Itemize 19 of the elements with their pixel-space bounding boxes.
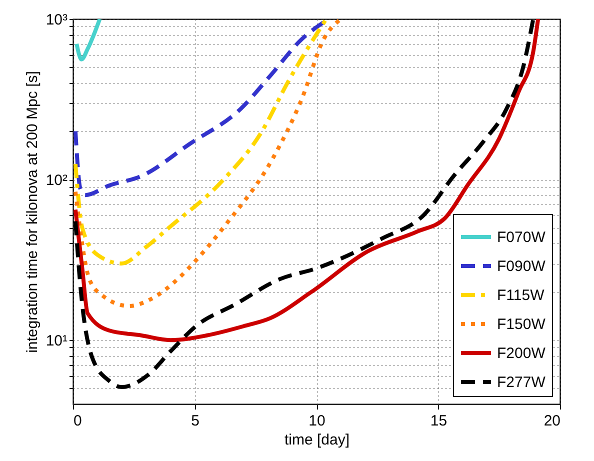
legend-label: F090W (497, 258, 546, 275)
x-axis-title: time [day] (284, 432, 350, 448)
legend-label: F070W (497, 229, 546, 246)
legend-label: F277W (497, 374, 546, 391)
y-tick-label: 10³ (46, 12, 68, 28)
y-axis-title: integration time for kilonova at 200 Mpc [s] (24, 71, 41, 353)
y-tick-label: 10¹ (46, 332, 68, 350)
y-tick-label: 10² (46, 172, 68, 190)
x-tick-label: 10 (308, 412, 326, 430)
line-series (73, 19, 328, 266)
line-series (73, 19, 343, 308)
legend-label: F115W (497, 287, 546, 304)
x-tick-label: 20 (544, 412, 560, 430)
legend-label: F150W (497, 316, 546, 333)
x-tick-label: 5 (191, 412, 200, 430)
x-tick-label: 0 (74, 412, 82, 430)
legend-label: F200W (497, 345, 546, 362)
x-tick-label: 15 (430, 412, 448, 430)
line-series (74, 19, 102, 62)
